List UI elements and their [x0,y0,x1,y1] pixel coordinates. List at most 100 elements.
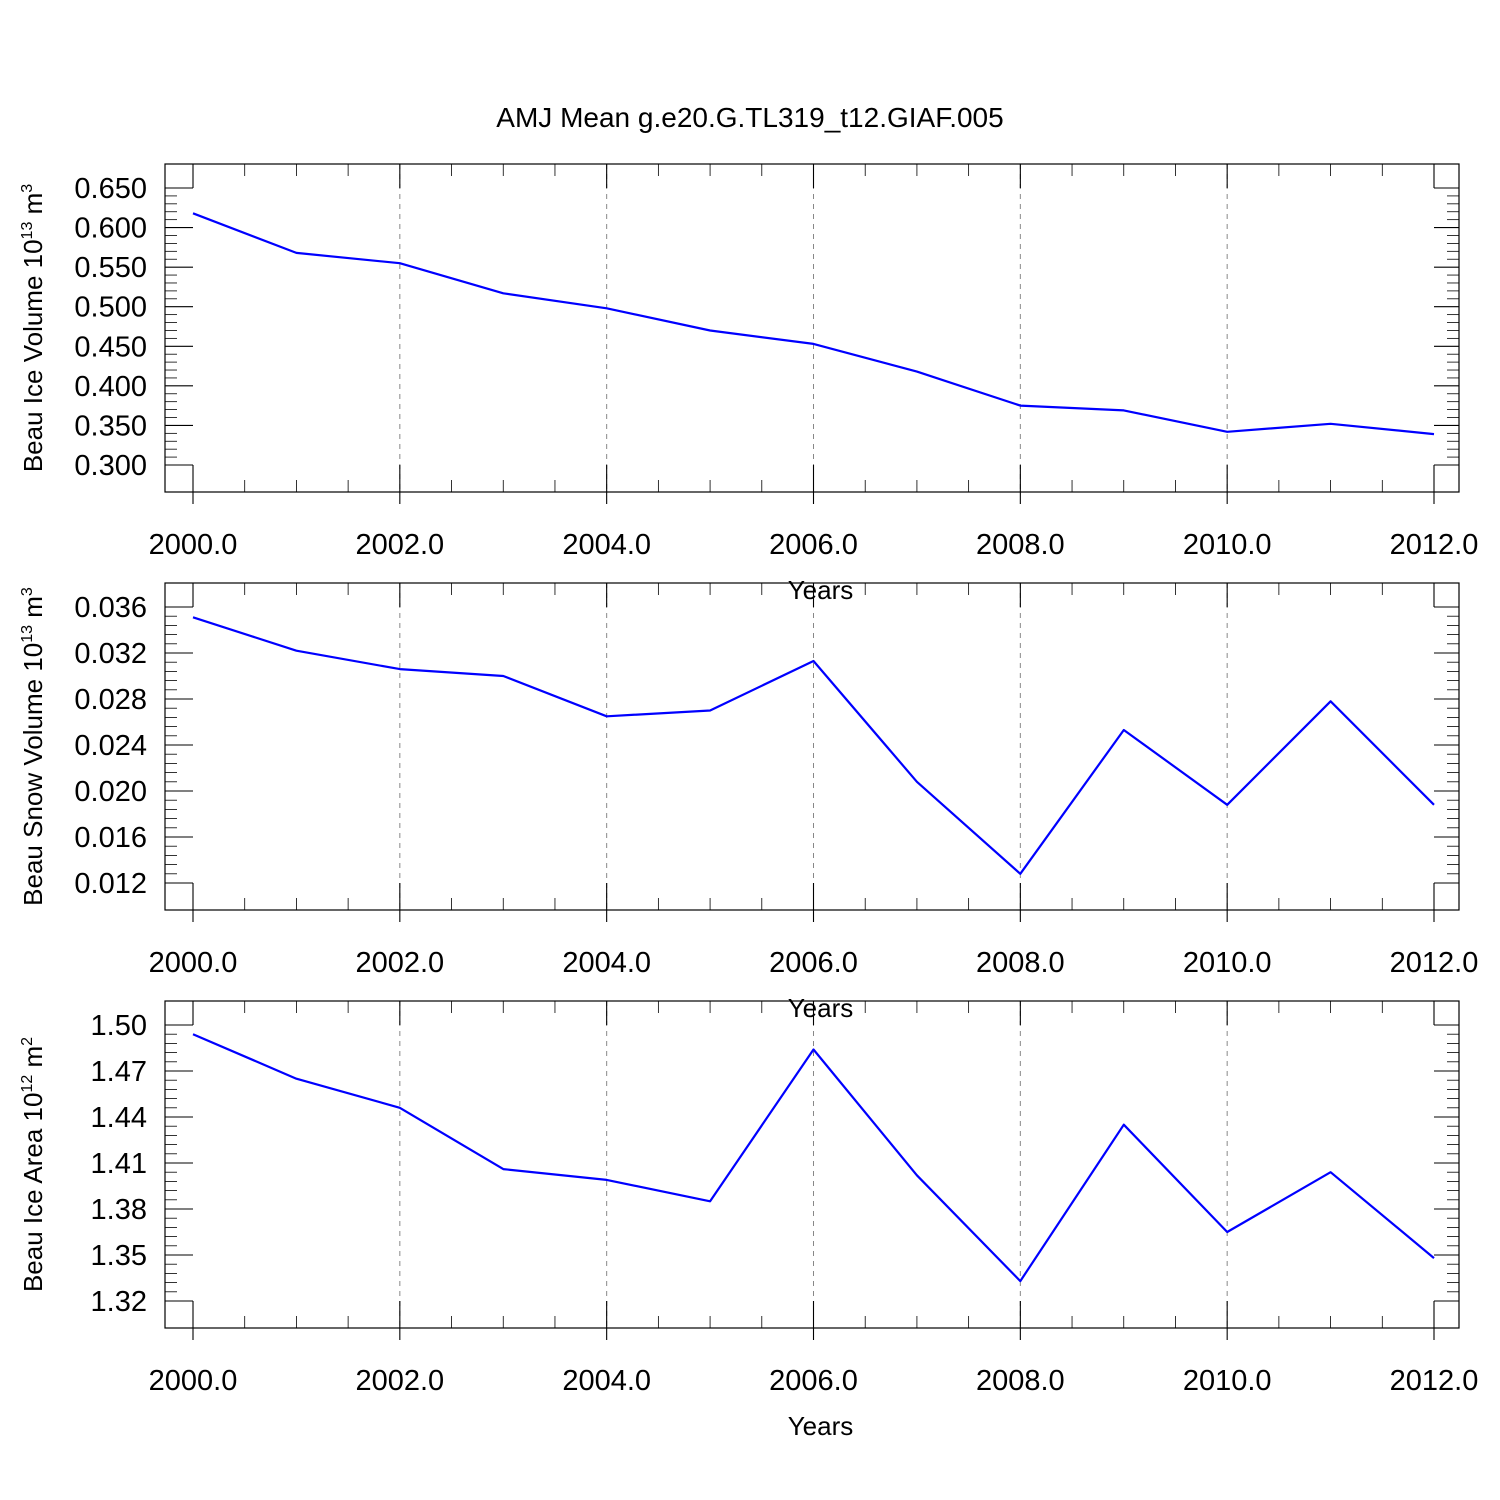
plot-frame [164,163,1460,493]
y-tick-label: 0.650 [74,173,147,205]
data-point [398,1106,402,1110]
plot-frame [164,582,1460,911]
x-axis-title: Years [788,1411,854,1441]
plot-frame [164,1000,1460,1329]
x-tick-label: 2008.0 [976,1365,1065,1397]
data-point [812,659,816,663]
data-point [915,1173,919,1177]
x-tick-label: 2008.0 [976,529,1065,561]
data-point [812,1048,816,1052]
y-tick-label: 1.47 [91,1056,147,1088]
y-tick-label: 0.450 [74,331,147,363]
y-axis-title-unit-exponent: 3 [19,184,36,193]
data-point [191,615,195,619]
data-point [1329,422,1333,426]
x-tick-label: 2002.0 [355,529,444,561]
data-point [605,1178,609,1182]
data-point [1432,432,1436,436]
y-axis-title-unit: m [18,1046,48,1075]
data-point [1018,1279,1022,1283]
y-tick-label: 0.032 [74,638,147,670]
x-tick-label: 2012.0 [1390,529,1479,561]
y-axis-title-unit-exponent: 3 [19,587,36,596]
y-axis-title: Beau Ice Area 1012 m2 [18,1037,48,1292]
x-tick-label: 2002.0 [355,1365,444,1397]
x-tick-label: 2006.0 [769,529,858,561]
panel-1: 0.300 0.350 0.400 0.450 0.500 0.550 0.600 0.650… [18,163,1479,605]
panels: 0.300 0.350 0.400 0.450 0.500 0.550 0.600 0.650… [18,163,1479,1441]
x-tick-label: 2000.0 [149,1365,238,1397]
x-tick-label: 2008.0 [976,947,1065,979]
x-tick-label: 2010.0 [1183,529,1272,561]
data-point [1018,872,1022,876]
y-tick-label: 1.50 [91,1010,147,1042]
y-axis-title-unit: m [18,596,48,625]
y-axis-title: Beau Ice Volume 1013 m3 [18,184,48,472]
data-point [1122,408,1126,412]
y-tick-label: 1.32 [91,1286,147,1318]
data-point [294,1077,298,1081]
x-tick-label: 2004.0 [562,1365,651,1397]
data-point [1122,1123,1126,1127]
data-point [1225,1230,1229,1234]
y-tick-label: 0.350 [74,410,147,442]
data-point [605,714,609,718]
y-tick-label: 1.41 [91,1148,147,1180]
x-tick-label: 2006.0 [769,1365,858,1397]
data-point [294,649,298,653]
data-point [501,1167,505,1171]
y-tick-label: 0.400 [74,371,147,403]
x-tick-label: 2012.0 [1390,947,1479,979]
x-axis-title: Years [788,575,854,605]
data-point [398,667,402,671]
y-tick-label: 0.012 [74,868,147,900]
y-tick-label: 0.600 [74,213,147,245]
y-axis-title-exponent: 13 [19,625,36,643]
y-axis-title-text: Beau Snow Volume 10 [18,643,48,906]
y-axis-title-text: Beau Ice Area 10 [18,1093,48,1292]
x-tick-label: 2012.0 [1390,1365,1479,1397]
y-axis-title-unit: m [18,193,48,222]
y-tick-label: 0.028 [74,684,147,716]
y-tick-label: 1.38 [91,1194,147,1226]
data-point [1329,699,1333,703]
data-point [501,291,505,295]
data-point [1225,430,1229,434]
x-tick-label: 2010.0 [1183,1365,1272,1397]
x-tick-label: 2006.0 [769,947,858,979]
y-tick-label: 0.550 [74,252,147,284]
panel-3: 1.32 1.35 1.38 1.41 1.44 1.47 1.50 2000.0 2002.0… [18,1000,1479,1441]
data-point [1225,803,1229,807]
series-line [192,212,1435,436]
data-point [915,780,919,784]
y-tick-label: 0.300 [74,450,147,482]
data-point [1432,1256,1436,1260]
y-axis-title-exponent: 13 [19,222,36,240]
y-axis-title-unit-exponent: 2 [19,1037,36,1046]
data-point [1432,803,1436,807]
x-tick-label: 2004.0 [562,529,651,561]
data-point [191,1032,195,1036]
x-axis-title: Years [788,993,854,1023]
x-tick-label: 2004.0 [562,947,651,979]
series-line [192,616,1435,875]
x-tick-label: 2000.0 [149,529,238,561]
x-tick-label: 2002.0 [355,947,444,979]
data-point [1018,404,1022,408]
data-point [501,674,505,678]
data-point [605,306,609,310]
data-point [708,328,712,332]
y-axis-title-exponent: 12 [19,1075,36,1093]
y-axis-title: Beau Snow Volume 1013 m3 [18,587,48,906]
data-point [708,709,712,713]
data-point [812,342,816,346]
data-point [1329,1170,1333,1174]
data-point [708,1199,712,1203]
y-tick-label: 0.024 [74,730,147,762]
y-tick-label: 0.020 [74,776,147,808]
y-tick-label: 1.35 [91,1240,147,1272]
data-point [294,251,298,255]
y-axis-title-text: Beau Ice Volume 10 [18,239,48,472]
data-point [191,211,195,215]
